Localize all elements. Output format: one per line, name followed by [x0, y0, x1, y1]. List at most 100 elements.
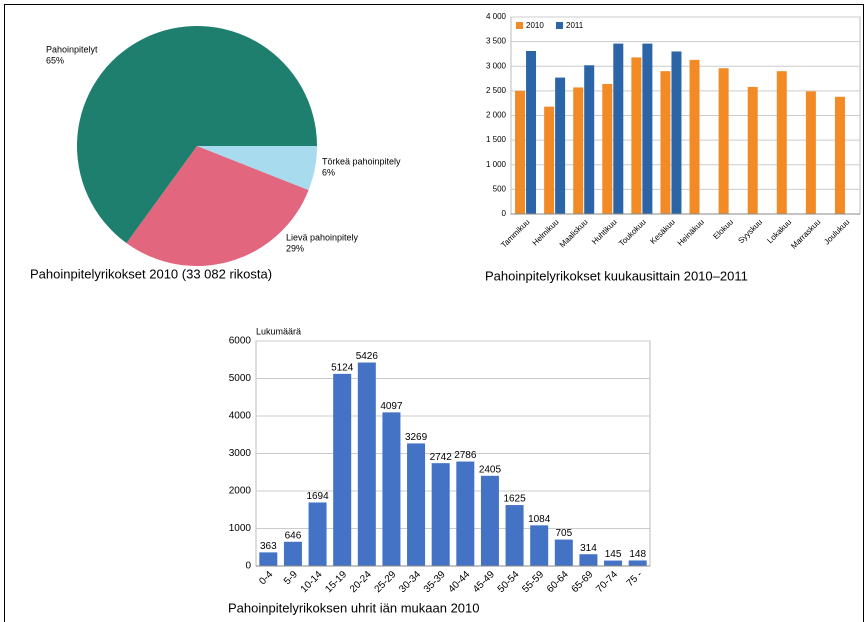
slice-value-label: 29%: [286, 243, 304, 253]
x-tick-label: Syyskuu: [736, 218, 764, 246]
slice-value-label: 6%: [322, 167, 335, 177]
x-tick-label: Marraskuu: [789, 218, 822, 251]
bar: [283, 541, 302, 566]
bar: [805, 91, 816, 214]
pie-slice: [197, 146, 317, 191]
bar: [689, 59, 700, 214]
y-tick-label: 4000: [229, 411, 252, 422]
bar: [526, 50, 537, 214]
data-label: 363: [260, 541, 277, 552]
x-tick-label: 50-54: [496, 569, 522, 595]
x-tick-label: 20-24: [348, 569, 374, 595]
bar: [579, 554, 598, 566]
bar: [431, 463, 450, 566]
bar: [515, 90, 526, 214]
bar: [554, 539, 573, 566]
bar: [718, 68, 729, 214]
chart-title: Pahoinpitelyrikoksen uhrit iän mukaan 20…: [228, 600, 480, 615]
legend-label: 2010: [526, 21, 544, 30]
bar: [480, 475, 499, 566]
x-tick-label: 15-19: [323, 569, 349, 595]
x-tick-label: Joulukuu: [822, 218, 851, 247]
x-tick-label: 35-39: [422, 569, 448, 595]
y-tick-label: 0: [245, 561, 251, 572]
bar: [382, 412, 401, 566]
y-tick-label: 1 000: [486, 160, 507, 169]
bar: [613, 43, 624, 214]
chart-title: Pahoinpitelyrikokset 2010 (33 082 rikost…: [30, 266, 272, 281]
data-label: 2742: [430, 452, 453, 463]
x-tick-label: Heinäkuu: [676, 218, 706, 248]
x-tick-label: 30-34: [397, 569, 423, 595]
x-tick-label: 25-29: [373, 569, 399, 595]
x-tick-label: 0-4: [257, 569, 275, 587]
data-label: 3269: [405, 432, 428, 443]
data-label: 148: [629, 549, 646, 560]
data-label: 314: [580, 543, 597, 554]
bar: [628, 560, 647, 566]
pie-slice: [77, 26, 317, 244]
frame: [4, 4, 864, 622]
bar: [834, 96, 845, 214]
x-tick-label: Elokuu: [711, 218, 735, 242]
y-tick-label: 0: [502, 209, 507, 218]
legend-label: 2011: [566, 21, 584, 30]
x-tick-label: Kesäkuu: [648, 218, 676, 246]
x-tick-label: 60-64: [545, 569, 571, 595]
x-tick-label: 55-59: [520, 569, 546, 595]
data-label: 1694: [306, 491, 329, 502]
y-tick-label: 3000: [229, 448, 252, 459]
bar: [530, 525, 549, 566]
bar: [642, 43, 653, 214]
bar: [573, 87, 584, 214]
x-tick-label: Helmikuu: [531, 218, 561, 248]
bar: [333, 373, 352, 566]
data-label: 705: [555, 528, 572, 539]
bar: [555, 77, 566, 214]
y-tick-label: 2 500: [486, 86, 507, 95]
bar: [308, 502, 327, 566]
x-tick-label: Huhtikuu: [590, 218, 619, 247]
x-tick-label: Maaliskuu: [558, 218, 590, 250]
data-label: 1084: [528, 514, 551, 525]
bar: [407, 443, 426, 566]
y-tick-label: 3 500: [486, 37, 507, 46]
data-label: 2786: [454, 450, 477, 461]
y-tick-label: 2000: [229, 486, 252, 497]
slice-label: Törkeä pahoinpitely: [322, 156, 401, 166]
x-tick-label: 40-44: [446, 569, 472, 595]
y-tick-label: 4 000: [486, 12, 507, 21]
data-label: 5124: [331, 362, 354, 373]
slice-value-label: 65%: [46, 55, 64, 65]
y-axis-label: Lukumäärä: [256, 326, 301, 336]
y-tick-label: 1 500: [486, 135, 507, 144]
bar: [604, 560, 623, 566]
x-tick-label: Tammikuu: [499, 218, 531, 250]
data-label: 2405: [479, 464, 502, 475]
bar: [660, 71, 671, 214]
data-label: 1625: [503, 494, 526, 505]
data-label: 646: [285, 530, 302, 541]
slice-label: Lievä pahoinpitely: [286, 232, 359, 242]
y-tick-label: 1000: [229, 523, 252, 534]
bar: [259, 552, 278, 566]
bar: [631, 57, 642, 215]
y-tick-label: 500: [493, 184, 507, 193]
chart-title: Pahoinpitelyrikokset kuukausittain 2010–…: [485, 268, 748, 283]
legend-swatch: [516, 22, 523, 29]
y-tick-label: 2 000: [486, 111, 507, 120]
y-tick-label: 6000: [229, 336, 252, 347]
bar: [602, 83, 613, 214]
x-tick-label: 75 -: [625, 569, 645, 589]
pie-slice: [126, 146, 309, 267]
legend-swatch: [556, 22, 563, 29]
x-tick-label: 70-74: [594, 569, 620, 595]
x-tick-label: Toukokuu: [617, 218, 648, 249]
x-tick-label: 5-9: [282, 569, 300, 587]
data-label: 145: [605, 549, 622, 560]
slice-label: Pahoinpitelyt: [46, 44, 98, 54]
x-tick-label: 65-69: [570, 569, 596, 595]
bar: [357, 362, 376, 566]
data-label: 5426: [356, 351, 379, 362]
